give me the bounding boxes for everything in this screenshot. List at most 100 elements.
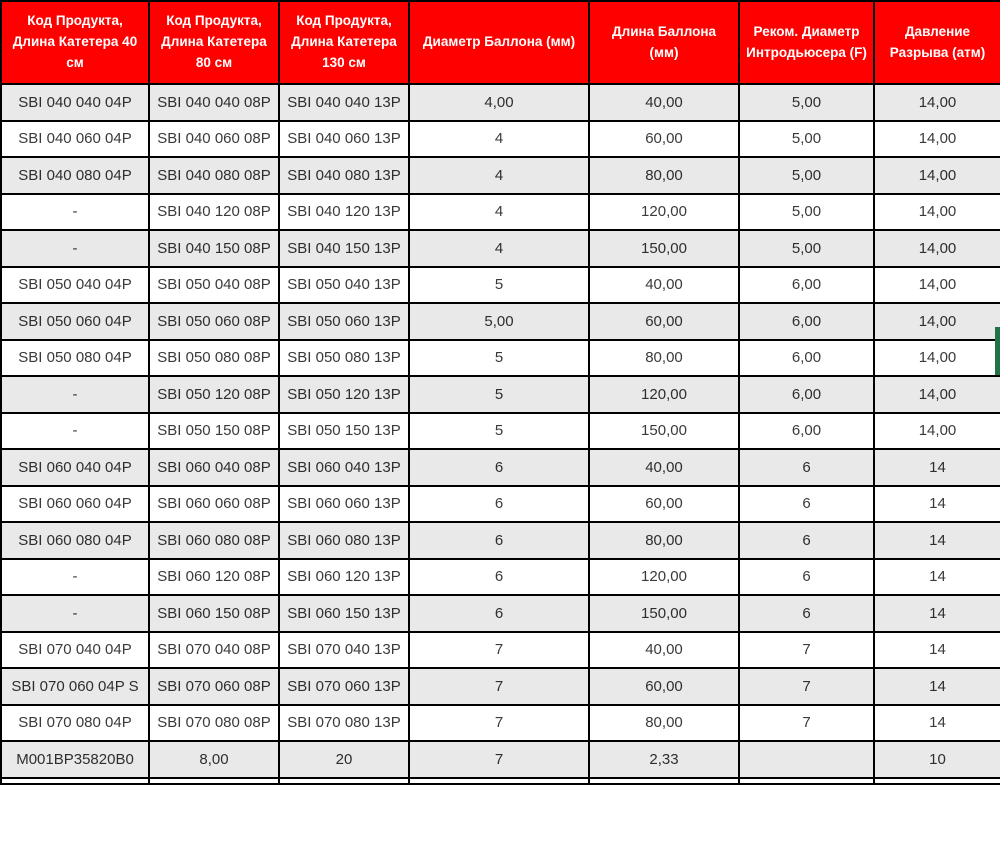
- table-cell[interactable]: 6: [738, 484, 875, 523]
- table-cell[interactable]: 4: [408, 156, 590, 195]
- table-cell[interactable]: 6: [738, 448, 875, 487]
- table-cell[interactable]: 6: [408, 594, 590, 633]
- table-cell[interactable]: 7: [408, 703, 590, 742]
- table-cell[interactable]: -: [0, 229, 150, 268]
- header-cell-product-code-130[interactable]: Код Продукта, Длина Катетера 130 см: [278, 0, 410, 85]
- table-cell[interactable]: SBI 040 120 08P: [148, 192, 280, 231]
- table-cell[interactable]: 2,33: [588, 740, 740, 779]
- table-cell[interactable]: SBI 040 080 13P: [278, 156, 410, 195]
- table-cell[interactable]: 10: [873, 740, 1000, 779]
- table-cell[interactable]: SBI 040 060 04P: [0, 119, 150, 158]
- table-cell[interactable]: 6: [408, 484, 590, 523]
- table-cell[interactable]: SBI 040 060 08P: [148, 119, 280, 158]
- table-cell[interactable]: 80,00: [588, 521, 740, 560]
- table-cell[interactable]: 8,00: [148, 740, 280, 779]
- table-cell[interactable]: 5,00: [408, 302, 590, 341]
- table-cell[interactable]: 14: [873, 667, 1000, 706]
- table-cell[interactable]: 40,00: [588, 265, 740, 304]
- table-cell[interactable]: SBI 040 080 04P: [0, 156, 150, 195]
- table-cell[interactable]: SBI 050 120 13P: [278, 375, 410, 414]
- table-cell[interactable]: 14,00: [873, 156, 1000, 195]
- table-cell[interactable]: 5,00: [738, 156, 875, 195]
- table-cell[interactable]: 14: [873, 448, 1000, 487]
- table-cell[interactable]: 5: [408, 375, 590, 414]
- table-cell[interactable]: -: [0, 375, 150, 414]
- table-cell[interactable]: 5: [408, 411, 590, 450]
- table-cell[interactable]: SBI 050 060 08P: [148, 302, 280, 341]
- table-cell[interactable]: 6: [408, 448, 590, 487]
- table-cell[interactable]: 60,00: [588, 484, 740, 523]
- table-cell[interactable]: -: [0, 557, 150, 596]
- table-cell[interactable]: 60,00: [588, 667, 740, 706]
- table-cell[interactable]: SBI 050 080 08P: [148, 338, 280, 377]
- header-cell-burst-pressure[interactable]: Давление Разрыва (атм): [873, 0, 1000, 85]
- table-cell[interactable]: SBI 070 040 08P: [148, 630, 280, 669]
- table-cell[interactable]: 5,00: [738, 83, 875, 122]
- table-cell[interactable]: 14,00: [873, 192, 1000, 231]
- table-cell[interactable]: SBI 060 080 08P: [148, 521, 280, 560]
- table-cell[interactable]: 4,00: [408, 83, 590, 122]
- table-cell[interactable]: SBI 060 150 13P: [278, 594, 410, 633]
- table-cell[interactable]: 7: [738, 667, 875, 706]
- header-cell-product-code-40[interactable]: Код Продукта, Длина Катетера 40 см: [0, 0, 150, 85]
- table-cell[interactable]: 120,00: [588, 375, 740, 414]
- table-cell[interactable]: 80,00: [588, 703, 740, 742]
- table-cell[interactable]: -: [0, 192, 150, 231]
- table-cell[interactable]: 80,00: [588, 338, 740, 377]
- table-cell[interactable]: SBI 050 080 04P: [0, 338, 150, 377]
- table-cell[interactable]: 5,00: [738, 229, 875, 268]
- table-cell[interactable]: SBI 050 150 08P: [148, 411, 280, 450]
- table-cell[interactable]: 14,00: [873, 229, 1000, 268]
- table-cell[interactable]: 4: [408, 192, 590, 231]
- table-cell[interactable]: 20: [278, 740, 410, 779]
- table-cell[interactable]: SBI 050 040 04P: [0, 265, 150, 304]
- table-cell[interactable]: SBI 070 060 13P: [278, 667, 410, 706]
- table-cell[interactable]: 150,00: [588, 594, 740, 633]
- table-cell[interactable]: 6: [738, 521, 875, 560]
- table-cell[interactable]: 14,00: [873, 338, 1000, 377]
- table-cell[interactable]: 4: [408, 119, 590, 158]
- table-cell[interactable]: SBI 060 040 13P: [278, 448, 410, 487]
- table-cell[interactable]: SBI 040 080 08P: [148, 156, 280, 195]
- table-cell[interactable]: SBI 070 080 04P: [0, 703, 150, 742]
- table-cell[interactable]: SBI 060 080 13P: [278, 521, 410, 560]
- table-cell[interactable]: SBI 040 150 08P: [148, 229, 280, 268]
- table-cell[interactable]: 80,00: [588, 156, 740, 195]
- table-cell[interactable]: SBI 070 040 04P: [0, 630, 150, 669]
- table-cell[interactable]: 6,00: [738, 338, 875, 377]
- header-cell-balloon-length[interactable]: Длина Баллона (мм): [588, 0, 740, 85]
- table-cell[interactable]: SBI 050 040 13P: [278, 265, 410, 304]
- header-cell-balloon-diameter[interactable]: Диаметр Баллона (мм): [408, 0, 590, 85]
- table-cell[interactable]: 6: [738, 557, 875, 596]
- header-cell-product-code-80[interactable]: Код Продукта, Длина Катетера 80 см: [148, 0, 280, 85]
- header-cell-introducer-diameter[interactable]: Реком. Диаметр Интродьюсера (F): [738, 0, 875, 85]
- table-cell[interactable]: 40,00: [588, 630, 740, 669]
- table-cell[interactable]: 14,00: [873, 411, 1000, 450]
- table-cell[interactable]: 150,00: [588, 229, 740, 268]
- table-cell[interactable]: -: [0, 411, 150, 450]
- table-cell[interactable]: SBI 060 150 08P: [148, 594, 280, 633]
- table-cell[interactable]: 14: [873, 703, 1000, 742]
- table-cell[interactable]: 6,00: [738, 411, 875, 450]
- table-cell[interactable]: SBI 060 060 08P: [148, 484, 280, 523]
- table-cell[interactable]: 7: [408, 667, 590, 706]
- table-cell[interactable]: 120,00: [588, 557, 740, 596]
- table-cell[interactable]: SBI 040 120 13P: [278, 192, 410, 231]
- table-cell[interactable]: SBI 060 120 08P: [148, 557, 280, 596]
- table-cell[interactable]: 14,00: [873, 119, 1000, 158]
- table-cell[interactable]: 40,00: [588, 83, 740, 122]
- table-cell[interactable]: 6: [408, 521, 590, 560]
- table-cell[interactable]: 7: [408, 740, 590, 779]
- table-cell[interactable]: [738, 740, 875, 779]
- table-cell[interactable]: 7: [408, 630, 590, 669]
- table-cell[interactable]: 120,00: [588, 192, 740, 231]
- table-cell[interactable]: 5,00: [738, 119, 875, 158]
- table-cell[interactable]: 150,00: [588, 411, 740, 450]
- table-cell[interactable]: 5: [408, 338, 590, 377]
- table-cell[interactable]: 6: [408, 557, 590, 596]
- table-cell[interactable]: 14,00: [873, 302, 1000, 341]
- table-cell[interactable]: 14: [873, 521, 1000, 560]
- table-cell[interactable]: 14: [873, 484, 1000, 523]
- table-cell[interactable]: SBI 050 150 13P: [278, 411, 410, 450]
- table-cell[interactable]: SBI 040 040 04P: [0, 83, 150, 122]
